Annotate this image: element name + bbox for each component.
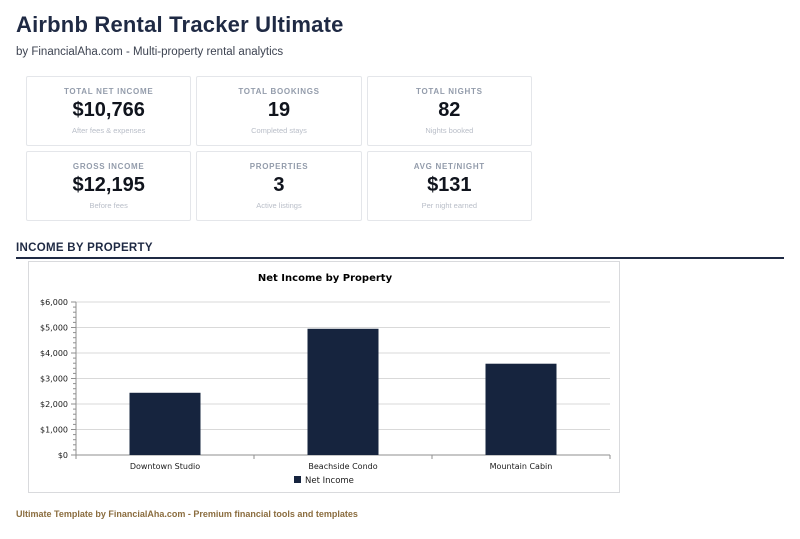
page-title: Airbnb Rental Tracker Ultimate <box>16 12 344 37</box>
section-title: INCOME BY PROPERTY <box>16 242 153 255</box>
stat-card-properties: PROPERTIES 3 Active listings <box>196 151 362 222</box>
y-tick-label: $5,000 <box>40 324 68 333</box>
chart-container: $0 $1,000 $2,000 $3,000 $4,000 $5,000 $6,000 Do… <box>28 261 620 494</box>
y-tick-label: $3,000 <box>40 375 68 384</box>
stat-value: $12,195 <box>72 174 145 197</box>
stat-card-avg-net-night: AVG NET/NIGHT $131 Per night earned <box>366 151 532 222</box>
stat-sublabel: Per night earned <box>421 201 478 211</box>
stat-card-total-bookings: TOTAL BOOKINGS 19 Completed stays <box>196 76 362 147</box>
stat-sublabel: After fees & expenses <box>71 126 146 136</box>
legend-label: Net Income <box>305 476 354 486</box>
stat-value: $10,766 <box>72 99 145 122</box>
stat-label: TOTAL NIGHTS <box>416 87 483 97</box>
bar-beachside-condo <box>307 328 379 456</box>
stat-value: 82 <box>438 99 461 122</box>
chart-title: Net Income by Property <box>258 273 393 284</box>
stat-card-total-nights: TOTAL NIGHTS 82 Nights booked <box>366 76 532 147</box>
y-tick-label: $1,000 <box>40 426 68 435</box>
stat-label: TOTAL NET INCOME <box>63 87 154 97</box>
stats-grid: TOTAL NET INCOME $10,766 After fees & ex… <box>26 76 532 222</box>
page-subtitle: by FinancialAha.com - Multi-property ren… <box>16 46 284 59</box>
stat-sublabel: Completed stays <box>251 126 307 136</box>
bar-downtown-studio <box>129 392 201 456</box>
y-tick-label: $4,000 <box>40 349 68 358</box>
legend-swatch <box>294 476 301 484</box>
category-label: Downtown Studio <box>130 462 200 471</box>
stat-label: AVG NET/NIGHT <box>413 162 485 172</box>
section-header-income-by-property: INCOME BY PROPERTY <box>16 242 784 260</box>
stat-value: $131 <box>427 174 472 197</box>
category-label: Beachside Condo <box>308 462 377 471</box>
stat-value: 19 <box>267 99 291 122</box>
stat-label: TOTAL BOOKINGS <box>238 87 320 97</box>
bar-mountain-cabin <box>485 363 557 456</box>
stat-sublabel: Active listings <box>256 201 302 211</box>
footer-tagline: Ultimate Template by FinancialAha.com - … <box>16 509 358 520</box>
y-tick-label: $6,000 <box>40 298 68 307</box>
stat-label: GROSS INCOME <box>72 162 145 172</box>
stat-value: 3 <box>273 174 285 197</box>
y-tick-label: $2,000 <box>40 400 68 409</box>
category-label: Mountain Cabin <box>490 462 553 471</box>
stat-sublabel: Nights booked <box>425 126 474 136</box>
net-income-bar-chart: $0 $1,000 $2,000 $3,000 $4,000 $5,000 $6,000 Do… <box>40 273 611 486</box>
stat-sublabel: Before fees <box>89 201 128 211</box>
stat-card-gross-income: GROSS INCOME $12,195 Before fees <box>26 151 192 222</box>
stat-card-total-net-income: TOTAL NET INCOME $10,766 After fees & ex… <box>26 76 192 147</box>
stat-label: PROPERTIES <box>249 162 309 172</box>
y-tick-label: $0 <box>58 451 68 460</box>
